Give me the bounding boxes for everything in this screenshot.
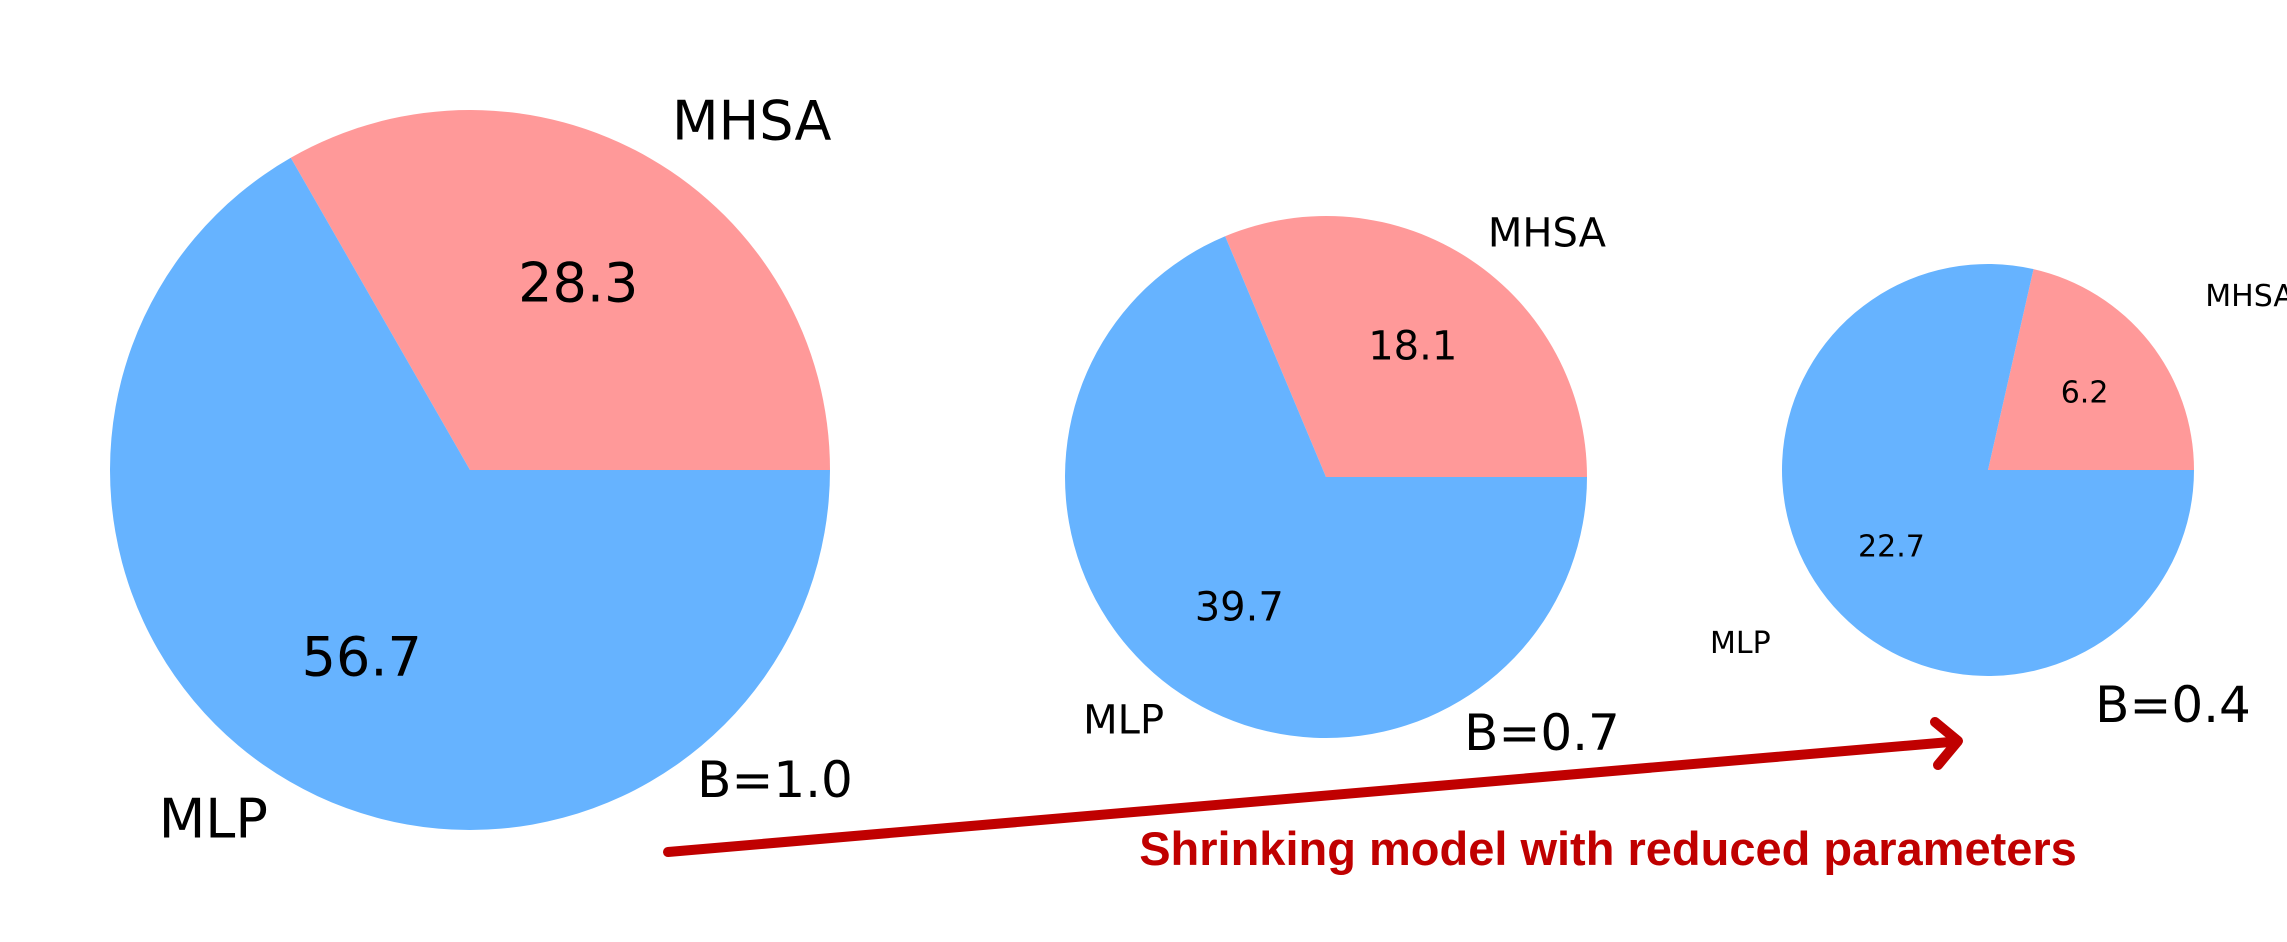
pie-value-label-mhsa: 28.3	[518, 252, 638, 315]
pie-value-label-mlp: 56.7	[302, 625, 422, 688]
pie-value-label-mhsa: 18.1	[1368, 324, 1457, 370]
pie-slice-mhsa	[1988, 269, 2194, 470]
pie-category-label-mhsa: MHSA	[672, 90, 831, 153]
shrink-arrow-head	[1930, 717, 1963, 770]
pie-value-label-mlp: 22.7	[1858, 530, 1925, 565]
pie-size-annotation: B=0.4	[2095, 676, 2251, 734]
pie-category-label-mhsa: MHSA	[2205, 279, 2287, 314]
pie-charts: 28.3 MHSA 56.7 MLP B=1.0 18.1 MHSA 39.7 MLP B=0.7…	[109, 90, 2287, 850]
caption-text: Shrinking model with reduced parameters	[1139, 822, 2077, 875]
pie-slice-mlp	[109, 157, 830, 831]
pie-slice-mlp	[1064, 236, 1587, 738]
shrink-arrow-shaft	[663, 737, 1955, 857]
shrink-arrow	[663, 717, 1963, 857]
pie-category-label-mlp: MLP	[159, 787, 268, 850]
pie-size-annotation: B=1.0	[697, 751, 853, 809]
pie-chart-2: 18.1 MHSA 39.7 MLP B=0.7	[1064, 211, 1620, 762]
pie-size-annotation: B=0.7	[1464, 704, 1620, 762]
pie-category-label-mlp: MLP	[1710, 626, 1771, 661]
pie-slice-mhsa	[290, 109, 830, 470]
pie-chart-1: 28.3 MHSA 56.7 MLP B=1.0	[109, 90, 853, 850]
pie-slice-mhsa	[1225, 216, 1587, 477]
pie-chart-3: 6.2 MHSA 22.7 MLP B=0.4	[1710, 264, 2287, 734]
pie-value-label-mhsa: 6.2	[2061, 375, 2109, 410]
pie-value-label-mlp: 39.7	[1195, 584, 1284, 630]
pie-category-label-mlp: MLP	[1083, 697, 1164, 743]
pie-category-label-mhsa: MHSA	[1488, 211, 1607, 257]
pie-slice-mlp	[1782, 264, 2194, 677]
